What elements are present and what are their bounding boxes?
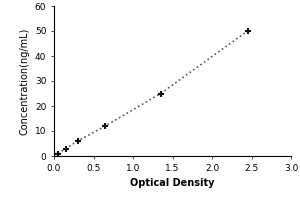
Y-axis label: Concentration(ng/mL): Concentration(ng/mL) [19,27,29,135]
X-axis label: Optical Density: Optical Density [130,178,215,188]
